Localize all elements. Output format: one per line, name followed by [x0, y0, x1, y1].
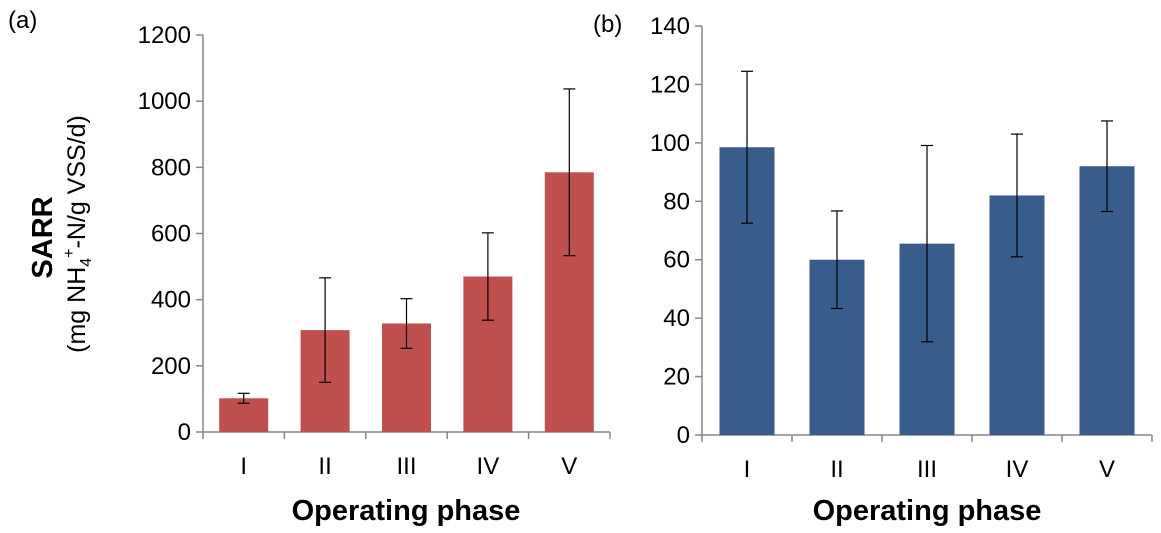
bar — [219, 398, 269, 432]
y-tick-label: 600 — [151, 221, 191, 248]
y-tick-label: 0 — [677, 422, 690, 449]
x-tick-label: I — [240, 453, 247, 480]
y-tick-label: 0 — [178, 419, 191, 446]
y-tick-label: 140 — [650, 13, 690, 40]
panel-a-y-axis-title: SARR (mg NH4+-N/g VSS/d) — [27, 115, 95, 353]
y-tick-label: 1200 — [138, 22, 191, 49]
y-tick-label: 120 — [650, 71, 690, 98]
y-tick-label: 40 — [663, 305, 690, 332]
y-axis-title-sub: 4 — [78, 258, 95, 267]
y-axis-title-pre: (mg NH — [63, 267, 91, 353]
y-axis-title-post: -N/g VSS/d) — [63, 115, 91, 248]
y-tick-label: 200 — [151, 353, 191, 380]
panel-b-x-axis-title: Operating phase — [813, 495, 1042, 527]
y-tick-label: 60 — [663, 247, 690, 274]
panel-a-bars — [219, 88, 594, 432]
x-tick-label: IV — [1006, 456, 1029, 483]
y-axis-title-bold: SARR — [27, 196, 59, 278]
panel-a-x-axis-title: Operating phase — [292, 495, 521, 527]
x-tick-label: IV — [477, 453, 500, 480]
x-tick-label: I — [744, 456, 751, 483]
y-axis-title-sup: + — [61, 249, 78, 258]
y-tick-label: 100 — [650, 130, 690, 157]
x-tick-label: III — [396, 453, 416, 480]
panel-b-label: (b) — [593, 11, 622, 38]
x-tick-label: III — [917, 456, 937, 483]
x-tick-label: II — [830, 456, 843, 483]
x-tick-label: II — [318, 453, 331, 480]
y-tick-label: 20 — [663, 364, 690, 391]
panel-a: (a) SARR (mg NH4+-N/g VSS/d) 0 200 400 600 8… — [8, 7, 611, 527]
x-tick-label: V — [561, 453, 577, 480]
panel-b-bars — [719, 70, 1135, 435]
y-tick-label: 80 — [663, 188, 690, 215]
y-tick-label: 800 — [151, 154, 191, 181]
x-tick-label: V — [1099, 456, 1115, 483]
y-tick-label: 400 — [151, 287, 191, 314]
y-tick-label: 1000 — [138, 88, 191, 115]
panel-a-label: (a) — [8, 7, 37, 34]
